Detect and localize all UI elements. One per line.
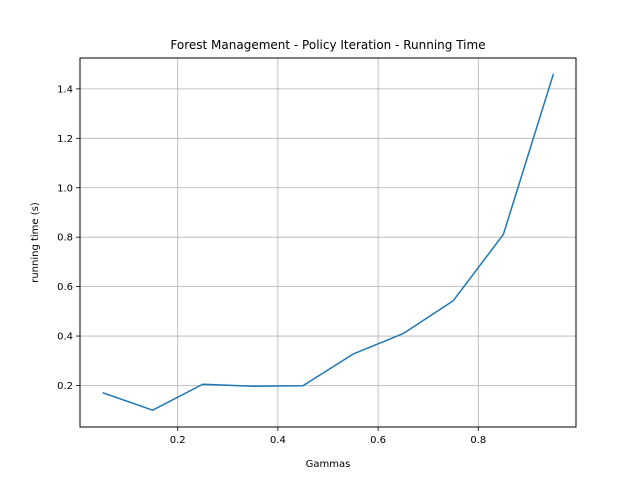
y-tick-label: 0.6 (57, 282, 73, 293)
grid (80, 58, 576, 427)
y-tick-label: 1.0 (57, 183, 73, 194)
x-tick-label: 0.8 (470, 435, 486, 446)
ticks: 0.2 0.4 0.6 0.8 0.2 0.4 0.6 0.8 1.0 1.2 1.4 (57, 84, 486, 446)
y-tick-label: 0.4 (57, 332, 73, 343)
series-layer (102, 73, 555, 411)
y-tick-label: 0.8 (57, 233, 73, 244)
y-axis-label: running time (s) (30, 202, 41, 283)
y-tick-label: 1.4 (57, 84, 73, 95)
x-axis-label: Gammas (306, 459, 351, 470)
plot-frame (79, 57, 577, 428)
x-tick-label: 0.2 (170, 435, 186, 446)
x-tick-label: 0.4 (270, 435, 286, 446)
series-line (102, 73, 555, 411)
x-tick-label: 0.6 (370, 435, 386, 446)
y-tick-label: 0.2 (57, 381, 73, 392)
y-tick-label: 1.2 (57, 134, 73, 145)
chart-title: Forest Management - Policy Iteration - R… (170, 38, 485, 52)
